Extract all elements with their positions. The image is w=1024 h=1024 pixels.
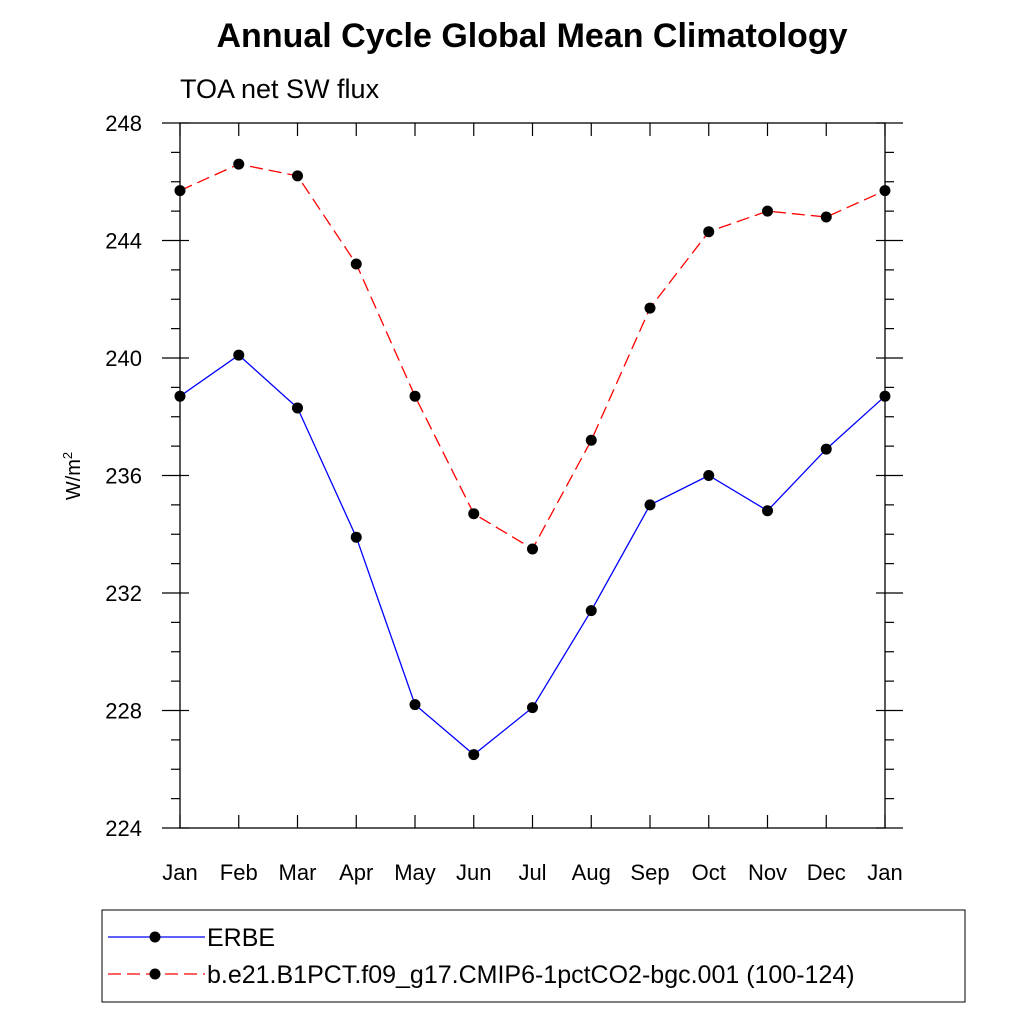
- y-tick-label: 228: [105, 699, 142, 724]
- data-point: [644, 302, 656, 314]
- y-tick-label: 240: [105, 346, 142, 371]
- series-line-1: [179, 163, 886, 550]
- x-tick-label: Jan: [867, 860, 902, 885]
- data-point: [644, 499, 656, 511]
- x-tick-label: Nov: [748, 860, 787, 885]
- y-tick-label: 248: [105, 111, 142, 136]
- x-tick-label: Jan: [162, 860, 197, 885]
- x-tick-label: Dec: [807, 860, 846, 885]
- axis-tick-labels: 224 228 232 236 240 244 248 Jan Feb Mar Apr May Jun J…: [105, 111, 902, 885]
- data-point: [703, 226, 715, 238]
- plot-frame: [179, 122, 886, 829]
- legend-marker: [149, 931, 161, 943]
- x-tick-label: Jul: [518, 860, 546, 885]
- data-point: [350, 258, 362, 270]
- data-point: [233, 349, 245, 361]
- data-point: [762, 505, 773, 517]
- data-point: [762, 205, 773, 217]
- data-point: [527, 543, 538, 555]
- data-point: [820, 211, 832, 223]
- legend: [101, 909, 966, 1003]
- x-tick-label: Feb: [220, 860, 258, 885]
- data-point: [350, 531, 362, 543]
- data-point: [585, 605, 597, 617]
- axis-ticks: [162, 122, 903, 829]
- data-point: [585, 434, 597, 446]
- legend-label: b.e21.B1PCT.f09_g17.CMIP6-1pctCO2-bgc.00…: [207, 961, 855, 989]
- y-axis-label-text: W/m: [63, 459, 85, 500]
- chart-title: Annual Cycle Global Mean Climatology: [217, 17, 848, 55]
- y-tick-label: 224: [105, 816, 142, 841]
- x-tick-label: Mar: [279, 860, 317, 885]
- data-point: [468, 749, 480, 761]
- data-point: [174, 390, 186, 402]
- data-point: [292, 402, 303, 414]
- x-tick-label: Aug: [572, 860, 611, 885]
- x-tick-label: Jun: [456, 860, 491, 885]
- data-point: [468, 508, 480, 520]
- data-point: [292, 170, 303, 182]
- y-axis-label-superscript: 2: [60, 452, 75, 459]
- y-tick-label: 244: [105, 229, 142, 254]
- svg-text:W/m2: W/m2: [60, 452, 85, 500]
- data-point: [820, 443, 832, 455]
- x-tick-label: Apr: [339, 860, 373, 885]
- data-point: [703, 470, 715, 481]
- y-axis-label: W/m2: [60, 452, 85, 500]
- data-point: [174, 185, 186, 197]
- x-tick-label: Oct: [692, 860, 726, 885]
- x-tick-label: May: [394, 860, 436, 885]
- legend-items: ERBE b.e21.B1PCT.f09_g17.CMIP6-1pctCO2-bg…: [108, 924, 855, 989]
- chart-subtitle: TOA net SW flux: [180, 74, 380, 104]
- series-markers: [174, 158, 891, 761]
- data-point: [233, 158, 245, 170]
- data-point: [879, 185, 891, 197]
- legend-label: ERBE: [207, 924, 275, 952]
- series-lines: [179, 163, 886, 756]
- y-tick-label: 236: [105, 464, 142, 489]
- legend-marker: [149, 968, 161, 980]
- x-tick-label: Sep: [630, 860, 669, 885]
- y-tick-label: 232: [105, 581, 142, 606]
- series-line-0: [179, 354, 886, 756]
- data-point: [879, 390, 891, 402]
- data-point: [527, 702, 538, 714]
- data-point: [409, 390, 421, 402]
- data-point: [409, 699, 421, 711]
